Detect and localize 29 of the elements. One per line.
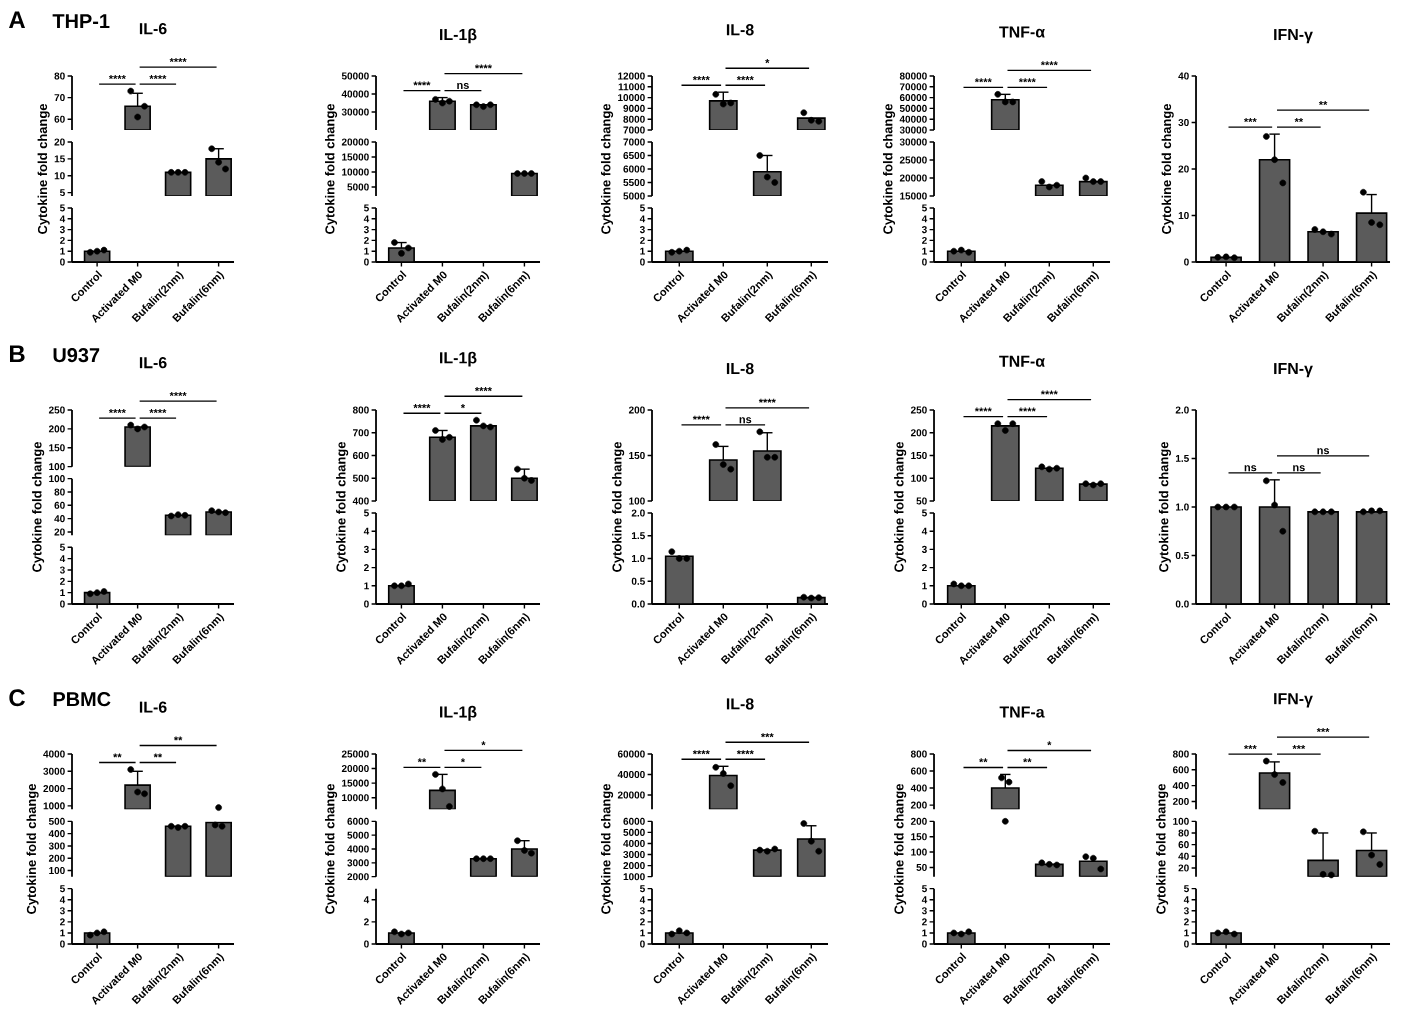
point <box>487 855 494 862</box>
point <box>141 102 148 110</box>
point <box>446 803 453 810</box>
point <box>215 158 222 166</box>
point <box>521 847 528 854</box>
point <box>480 855 487 862</box>
point <box>763 173 771 181</box>
point <box>1263 757 1270 765</box>
point <box>712 764 720 771</box>
point <box>181 169 189 176</box>
point <box>222 165 229 173</box>
point <box>719 770 727 777</box>
chart-subtitle: PBMC <box>53 692 111 707</box>
point <box>771 179 779 186</box>
point <box>727 782 735 790</box>
chart-subtitle: THP-1 <box>52 14 110 28</box>
text: C <box>9 689 26 707</box>
text: A <box>8 11 26 28</box>
point <box>756 152 764 159</box>
point <box>432 771 439 778</box>
point <box>134 113 141 121</box>
point <box>1279 779 1287 786</box>
point <box>1271 771 1278 778</box>
point <box>439 785 446 793</box>
point <box>127 87 135 95</box>
point <box>174 169 182 176</box>
chart-subtitle: U937 <box>53 348 100 363</box>
text: B <box>9 345 25 362</box>
point <box>528 849 535 857</box>
